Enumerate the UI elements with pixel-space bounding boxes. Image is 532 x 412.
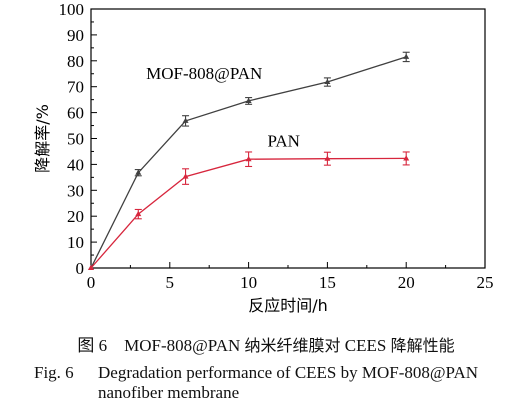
x-tick-label-25: 25 bbox=[477, 273, 494, 292]
caption-cn-material: MOF-808@PAN bbox=[124, 336, 241, 355]
caption-cn-membrane: 纳米纤维膜对 bbox=[244, 336, 341, 355]
y-tick-label-70: 70 bbox=[67, 78, 84, 97]
x-axis-title: 反应时间/h bbox=[248, 296, 328, 315]
data-point bbox=[403, 53, 410, 59]
y-tick-label-30: 30 bbox=[67, 181, 84, 200]
y-tick-label-10: 10 bbox=[67, 233, 84, 252]
y-tick-label-80: 80 bbox=[67, 52, 84, 71]
series-line-1 bbox=[90, 157, 407, 269]
x-tick-label-15: 15 bbox=[319, 273, 336, 292]
x-tick-label-10: 10 bbox=[240, 273, 257, 292]
caption-en-figure-number: Fig. 6 bbox=[34, 363, 74, 382]
data-point bbox=[324, 78, 331, 85]
x-tick-label-0: 0 bbox=[87, 273, 96, 292]
data-point bbox=[245, 97, 252, 103]
caption-cn-figure-number: 图 6 bbox=[77, 336, 108, 355]
caption-en-text-2: nanofiber membrane bbox=[98, 383, 240, 402]
data-point bbox=[182, 117, 189, 123]
x-tick-label-20: 20 bbox=[398, 273, 415, 292]
y-tick-label-100: 100 bbox=[59, 0, 85, 19]
y-axis-title: 降解率/% bbox=[33, 104, 52, 173]
series-label-pan: PAN bbox=[268, 131, 300, 150]
caption-cn-agent: CEES bbox=[344, 336, 387, 355]
y-tick-label-20: 20 bbox=[67, 207, 84, 226]
series-layer bbox=[88, 51, 410, 270]
y-tick-label-60: 60 bbox=[67, 104, 84, 123]
figure-caption-chinese: 图 6 MOF-808@PAN 纳米纤维膜对 CEES 降解性能 bbox=[0, 336, 532, 356]
series-0 bbox=[88, 51, 410, 270]
series-line-0 bbox=[90, 56, 407, 269]
data-point bbox=[135, 210, 142, 217]
figure-caption-english: Fig. 6 Degradation performance of CEES by… bbox=[34, 363, 524, 403]
y-tick-label-0: 0 bbox=[76, 259, 85, 278]
y-tick-label-40: 40 bbox=[67, 155, 84, 174]
series-1 bbox=[88, 151, 410, 270]
caption-en-text-1: Degradation performance of CEES by MOF-8… bbox=[98, 363, 478, 382]
caption-en-line-2: nanofiber membrane bbox=[34, 383, 524, 403]
y-tick-label-50: 50 bbox=[67, 130, 84, 149]
data-point bbox=[182, 173, 189, 179]
y-tick-label-90: 90 bbox=[67, 26, 84, 45]
data-point bbox=[245, 156, 252, 162]
tick-labels: 0 5 10 15 20 25 0 10 20 30 40 50 60 70 80 90 100 bbox=[59, 0, 494, 292]
data-point bbox=[135, 169, 142, 175]
data-point bbox=[88, 264, 94, 270]
x-tick-label-5: 5 bbox=[166, 273, 175, 292]
data-point bbox=[403, 155, 410, 161]
caption-en-line-1: Fig. 6 Degradation performance of CEES by… bbox=[34, 363, 524, 383]
series-label-mof808-pan: MOF-808@PAN bbox=[146, 64, 262, 83]
caption-cn-performance: 降解性能 bbox=[390, 336, 455, 355]
data-point bbox=[324, 155, 331, 161]
